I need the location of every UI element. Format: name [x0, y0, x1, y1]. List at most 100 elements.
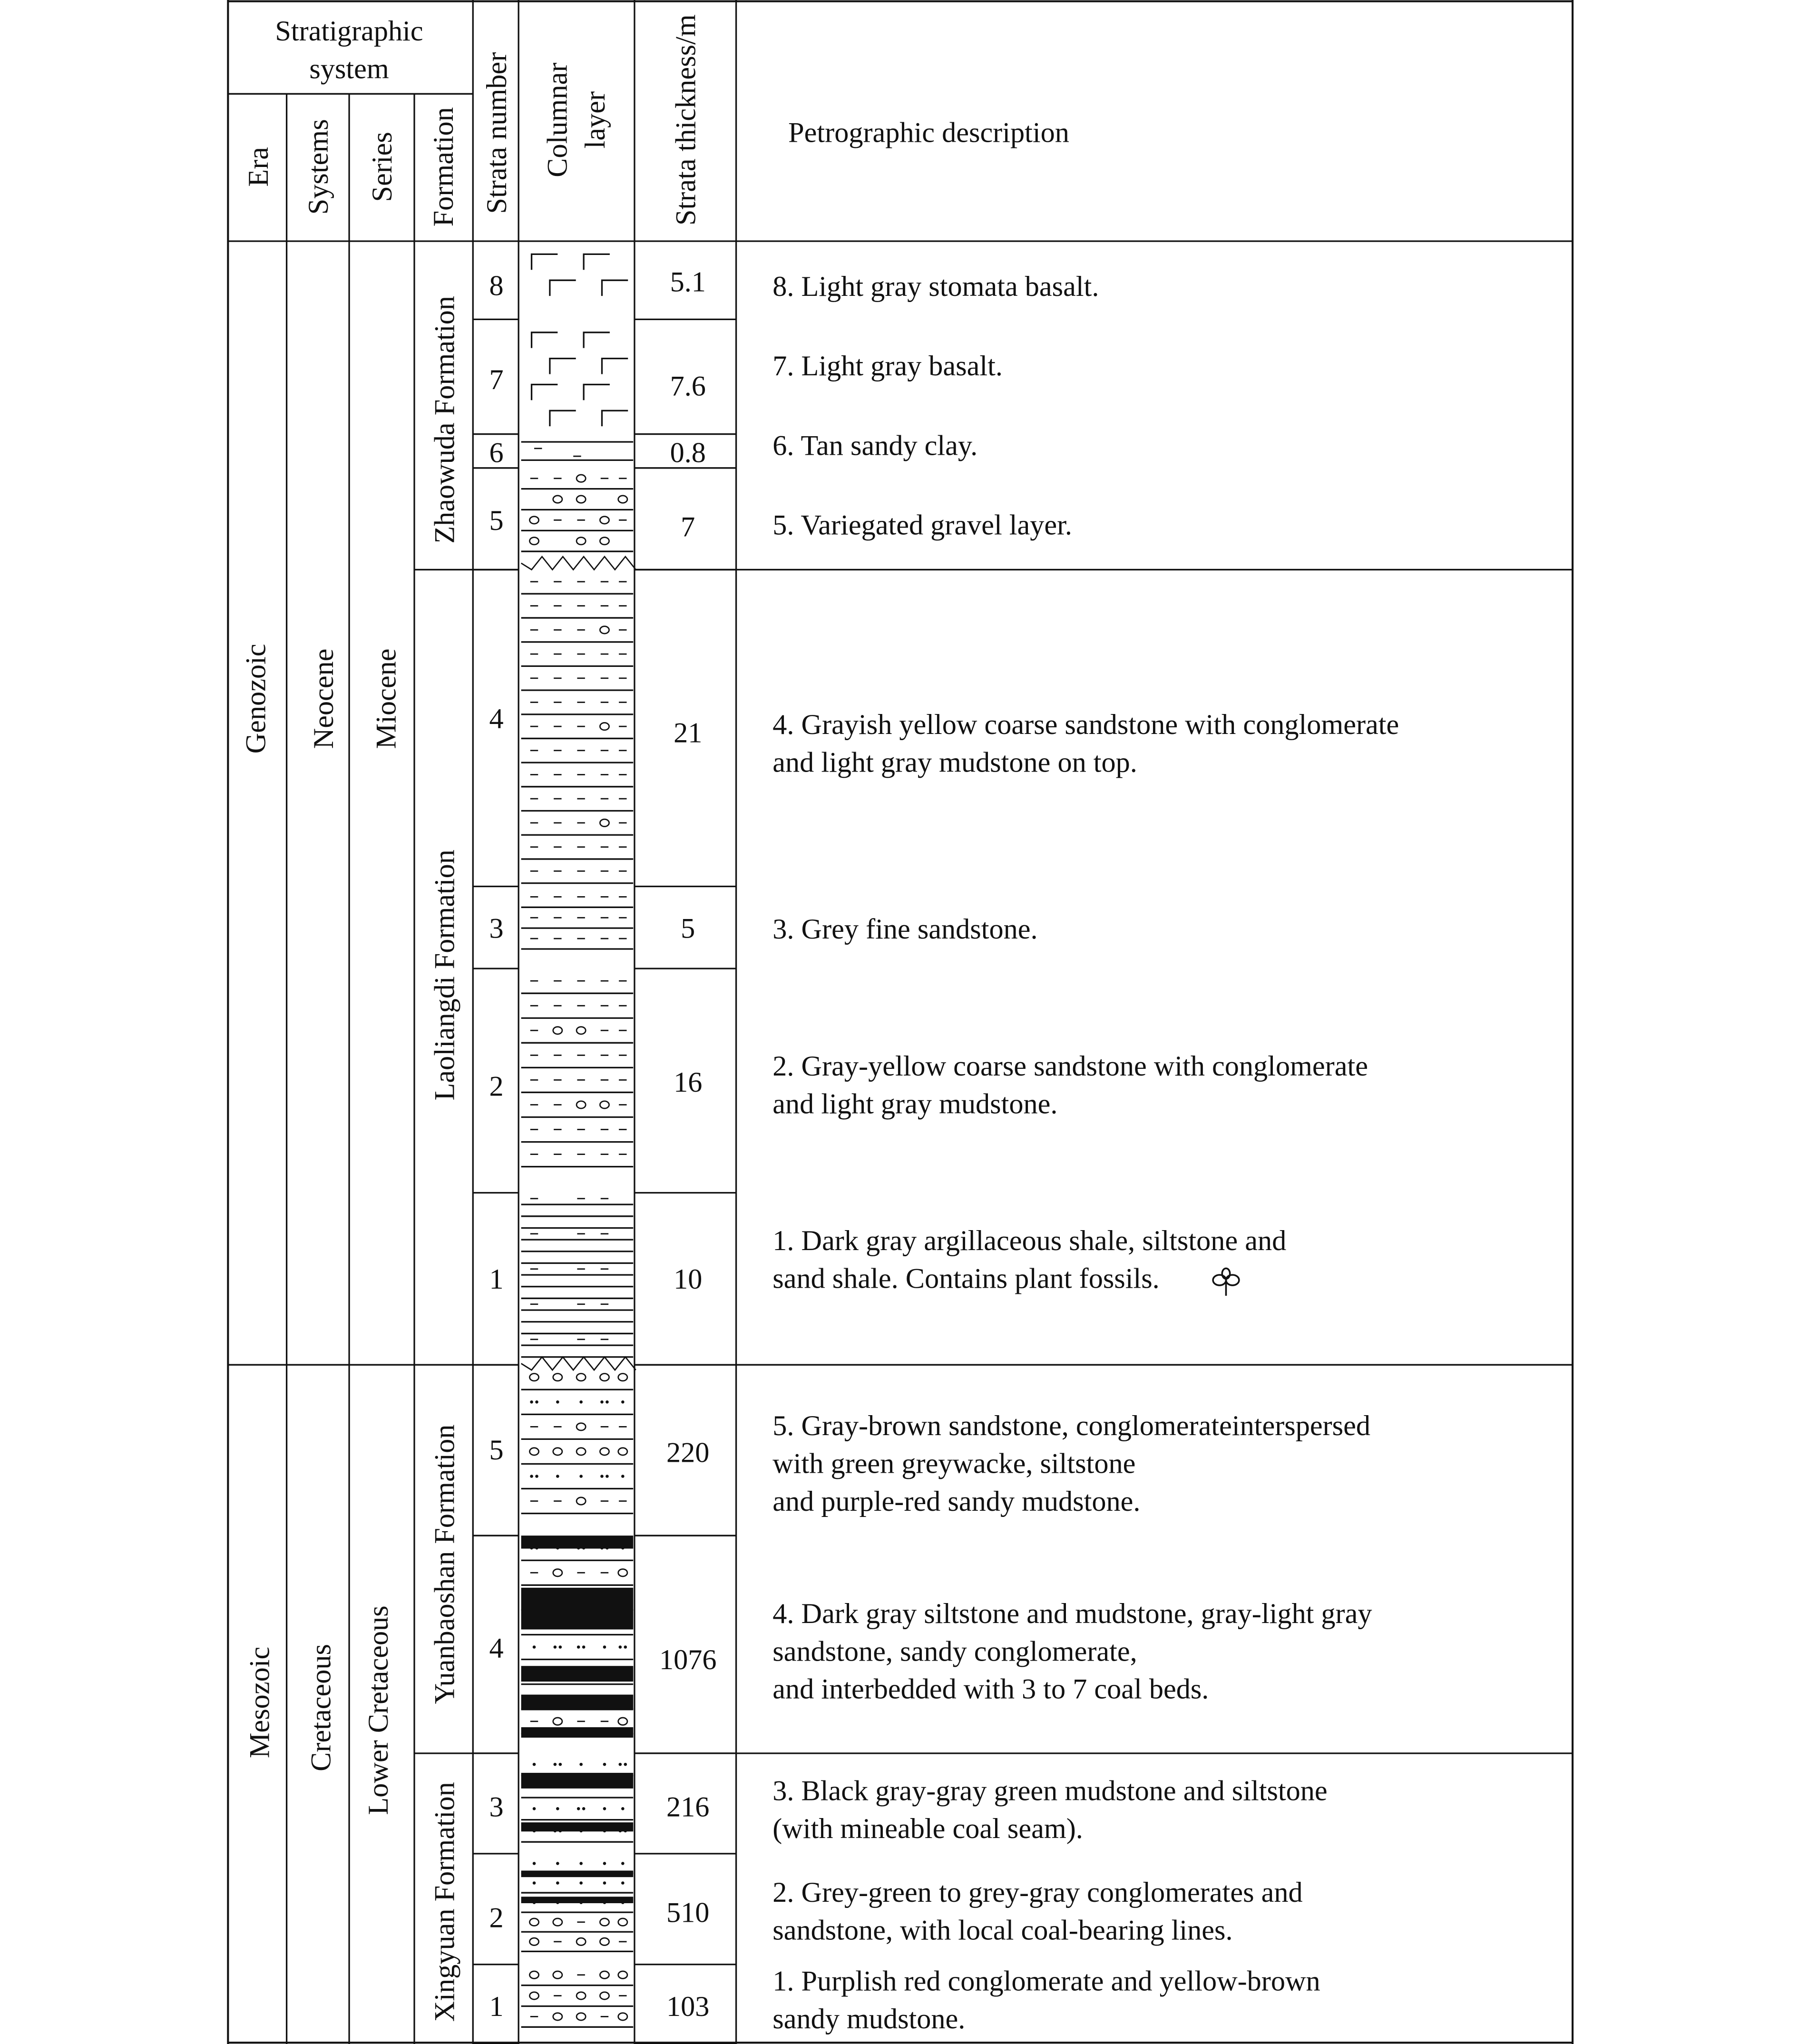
pebble-mark [552, 495, 563, 504]
plant-fossil-icon [1212, 1267, 1240, 1296]
pebble-mark [617, 495, 628, 504]
dot-mark [577, 1807, 580, 1810]
dot-mark [532, 1807, 536, 1810]
dot-mark [579, 1762, 583, 1766]
strata-thickness: 1076 [659, 1643, 717, 1676]
strata-number: 3 [489, 1790, 504, 1823]
pebble-mark [599, 516, 610, 525]
basalt-mark [583, 332, 610, 348]
strata-number: 6 [489, 436, 504, 469]
strata-number: 2 [489, 1069, 504, 1103]
petrographic-description: 6. Tan sandy clay. [772, 429, 978, 462]
dot-mark [556, 1475, 559, 1478]
petrographic-description: 1. Purplish red conglomerate and yellow-… [772, 1964, 1320, 2035]
petrographic-description: 4. Grayish yellow coarse sandstone with … [772, 708, 1399, 779]
pebble-mark [552, 1568, 563, 1577]
pebble-mark [576, 2012, 586, 2021]
system-neocene: Neocene [307, 648, 340, 749]
basalt-mark [583, 253, 610, 270]
petrographic-description: 3. Grey fine sandstone. [772, 912, 1038, 945]
basalt-mark [549, 279, 576, 296]
pebble-mark [617, 1568, 628, 1577]
dot-mark [532, 1862, 536, 1865]
pebble-mark [599, 1100, 610, 1109]
dot-mark [603, 1862, 606, 1865]
strata-thickness: 21 [674, 716, 703, 749]
pebble-mark [599, 1373, 610, 1382]
dot-mark [624, 1762, 627, 1766]
dot-mark [556, 1400, 559, 1404]
basalt-mark [601, 279, 628, 296]
basalt-mark [549, 357, 576, 374]
formation-xingyuan: Xingyuan Formation [428, 1782, 461, 2022]
header-columnar-layer: Columnar layer [540, 62, 611, 177]
dot-mark [603, 1645, 606, 1649]
formation-zhaowuda: Zhaowuda Formation [428, 296, 461, 544]
strata-number: 2 [489, 1901, 504, 1934]
strata-thickness: 7.6 [670, 369, 706, 402]
strata-thickness: 7 [681, 510, 695, 543]
pebble-mark [552, 1717, 563, 1726]
pebble-mark [599, 1970, 610, 1979]
pebble-mark [576, 1991, 586, 2000]
dot-mark [556, 1881, 559, 1885]
strata-thickness: 103 [666, 1990, 710, 2023]
header-stratigraphic-system: Stratigraphic system [275, 14, 423, 85]
petrographic-description: 5. Gray-brown sandstone, conglomerateint… [772, 1409, 1371, 1517]
pebble-mark [576, 1373, 586, 1382]
pebble-mark [576, 1026, 586, 1035]
pebble-mark [599, 818, 610, 827]
unconformity-line [520, 555, 636, 571]
pebble-mark [617, 1970, 628, 1979]
pebble-mark [552, 1447, 563, 1456]
dot-mark [556, 1862, 559, 1865]
coal-bed [521, 1772, 634, 1789]
petrographic-description: 5. Variegated gravel layer. [772, 508, 1072, 541]
formation-laoliangdi: Laoliangdi Formation [428, 850, 461, 1101]
strata-thickness: 5.1 [670, 265, 706, 298]
dot-mark [579, 1881, 583, 1885]
pebble-mark [576, 1422, 586, 1431]
dot-mark [558, 1645, 562, 1649]
petrographic-description: 7. Light gray basalt. [772, 349, 1003, 382]
dot-mark [618, 1762, 622, 1766]
pebble-mark [529, 1991, 539, 2000]
coal-bed [521, 1727, 634, 1738]
strata-thickness: 220 [666, 1436, 710, 1469]
basalt-mark [530, 253, 558, 270]
petrographic-description: 3. Black gray-gray green mudstone and si… [772, 1774, 1328, 1845]
pebble-mark [599, 1447, 610, 1456]
dot-mark [553, 1645, 557, 1649]
dot-mark [579, 1862, 583, 1865]
pebble-mark [576, 1100, 586, 1109]
pebble-mark [617, 1717, 628, 1726]
dot-mark [621, 1807, 625, 1810]
pebble-mark [599, 1991, 610, 2000]
dot-mark [579, 1475, 583, 1478]
pebble-mark [599, 537, 610, 546]
basalt-mark [583, 383, 610, 401]
dot-mark [603, 1881, 606, 1885]
pebble-mark [576, 1496, 586, 1506]
strata-number: 7 [489, 363, 504, 396]
dot-mark [532, 1762, 536, 1766]
strata-thickness: 10 [674, 1262, 703, 1295]
dot-mark [535, 1475, 538, 1478]
pebble-mark [617, 1447, 628, 1456]
pebble-mark [552, 1026, 563, 1035]
pebble-mark [617, 2012, 628, 2021]
era-genozoic: Genozoic [239, 644, 272, 754]
header-series: Series [365, 132, 398, 202]
dot-mark [603, 1762, 606, 1766]
petrographic-description: 4. Dark gray siltstone and mudstone, gra… [772, 1596, 1372, 1705]
header-petrographic-description: Petrographic description [788, 116, 1069, 149]
dot-mark [530, 1400, 533, 1404]
dot-mark [600, 1475, 604, 1478]
dot-mark [603, 1807, 606, 1810]
dot-mark [621, 1881, 625, 1885]
basalt-mark [530, 383, 558, 401]
strata-thickness: 0.8 [670, 436, 706, 469]
dot-mark [532, 1881, 536, 1885]
strata-thickness: 5 [681, 911, 695, 945]
